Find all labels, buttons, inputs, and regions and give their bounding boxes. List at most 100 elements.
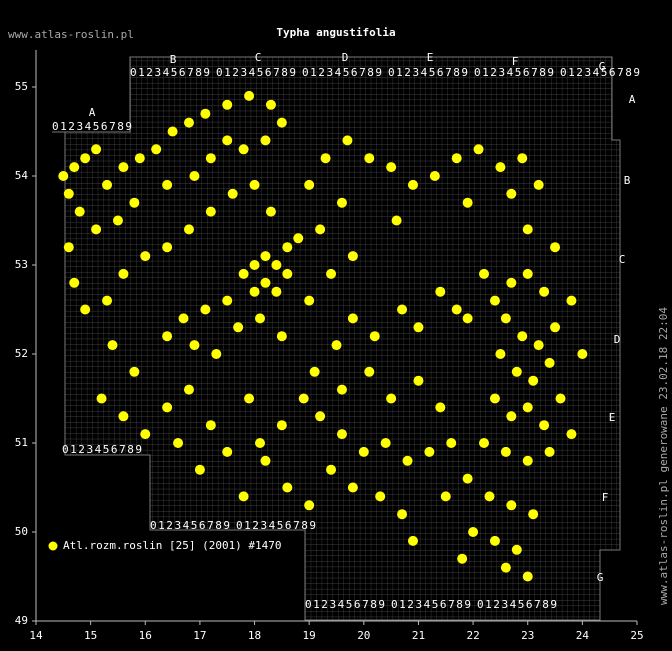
x-tick-label: 21 [412,629,425,642]
point [506,500,517,511]
point [151,144,162,155]
point [162,402,173,413]
y-tick-label: 52 [15,347,28,360]
point [528,509,539,520]
point [517,331,528,342]
grid-row-letter: B [624,174,631,187]
point [566,429,577,440]
point [500,446,511,457]
footer: www.atlas-roslin.pl generowane 23.02.18 … [657,307,670,605]
point [457,553,468,564]
point [238,268,249,279]
point [462,473,473,484]
point [140,429,151,440]
x-tick-label: 22 [466,629,479,642]
point [227,188,238,199]
point [435,286,446,297]
point [118,162,129,173]
grid-row-letter: D [614,333,621,346]
point [468,527,479,537]
grid-column-letter: D [342,51,349,64]
point [533,340,544,351]
point [315,411,326,422]
grid-row-letter: E [609,411,616,424]
grid-row-letter: G [597,571,604,584]
point [205,420,216,431]
point [544,357,555,368]
point [162,331,173,342]
point [511,366,522,377]
point [315,224,326,235]
point [282,482,293,493]
point [249,179,260,190]
point [249,286,260,297]
point [167,126,178,137]
point [364,366,375,377]
x-tick-label: 19 [303,629,316,642]
point [386,162,397,173]
point [183,117,194,128]
point [479,268,490,279]
point [484,491,495,502]
point [413,322,424,333]
point [506,411,517,422]
point [528,375,539,386]
point [102,179,113,190]
grid-digits: 0123456789 [302,66,382,79]
point [364,153,375,164]
point [69,277,80,288]
point [69,162,80,173]
point [506,188,517,199]
legend-label: Atl.rozm.roslin [25] (2001) #1470 [63,539,282,552]
point [129,366,140,377]
grid-column-letter: B [170,53,177,66]
point [533,179,544,190]
point [500,313,511,324]
grid-digits: 0123456789 [62,443,142,456]
grid-column-letter: G [599,60,606,73]
point [183,384,194,395]
grid-digits: 0123456789 [130,66,210,79]
point [118,268,129,279]
point [63,242,74,253]
point [479,438,490,448]
point [391,215,402,226]
point [271,286,282,297]
point [194,464,205,475]
point [435,402,446,413]
point [522,402,533,413]
point [375,491,386,502]
point [276,420,287,431]
x-tick-label: 24 [576,629,590,642]
grid-digits: 0123456789 [477,598,557,611]
point [336,384,347,395]
point [304,500,315,511]
point [80,153,91,164]
point [265,206,276,217]
point [539,286,550,297]
grid-row-letter: C [619,253,626,266]
grid-row-letter: F [602,491,609,504]
point [440,491,451,502]
chart-title: Typha angustifolia [276,26,395,39]
point [336,429,347,440]
point [249,260,260,270]
point [233,322,244,333]
point [255,438,266,448]
point [495,162,506,173]
point [134,153,145,164]
x-tick-label: 16 [139,629,152,642]
grid-column-letter: A [89,106,96,119]
point [506,277,517,288]
point [451,153,462,164]
y-tick-label: 54 [15,169,29,182]
point [413,375,424,386]
point [205,206,216,217]
y-tick-label: 51 [15,436,28,449]
point [140,251,151,262]
site-label: www.atlas-roslin.pl [8,28,134,41]
x-tick-label: 20 [357,629,370,642]
x-tick-label: 18 [248,629,261,642]
point [522,455,533,466]
point [550,322,561,333]
